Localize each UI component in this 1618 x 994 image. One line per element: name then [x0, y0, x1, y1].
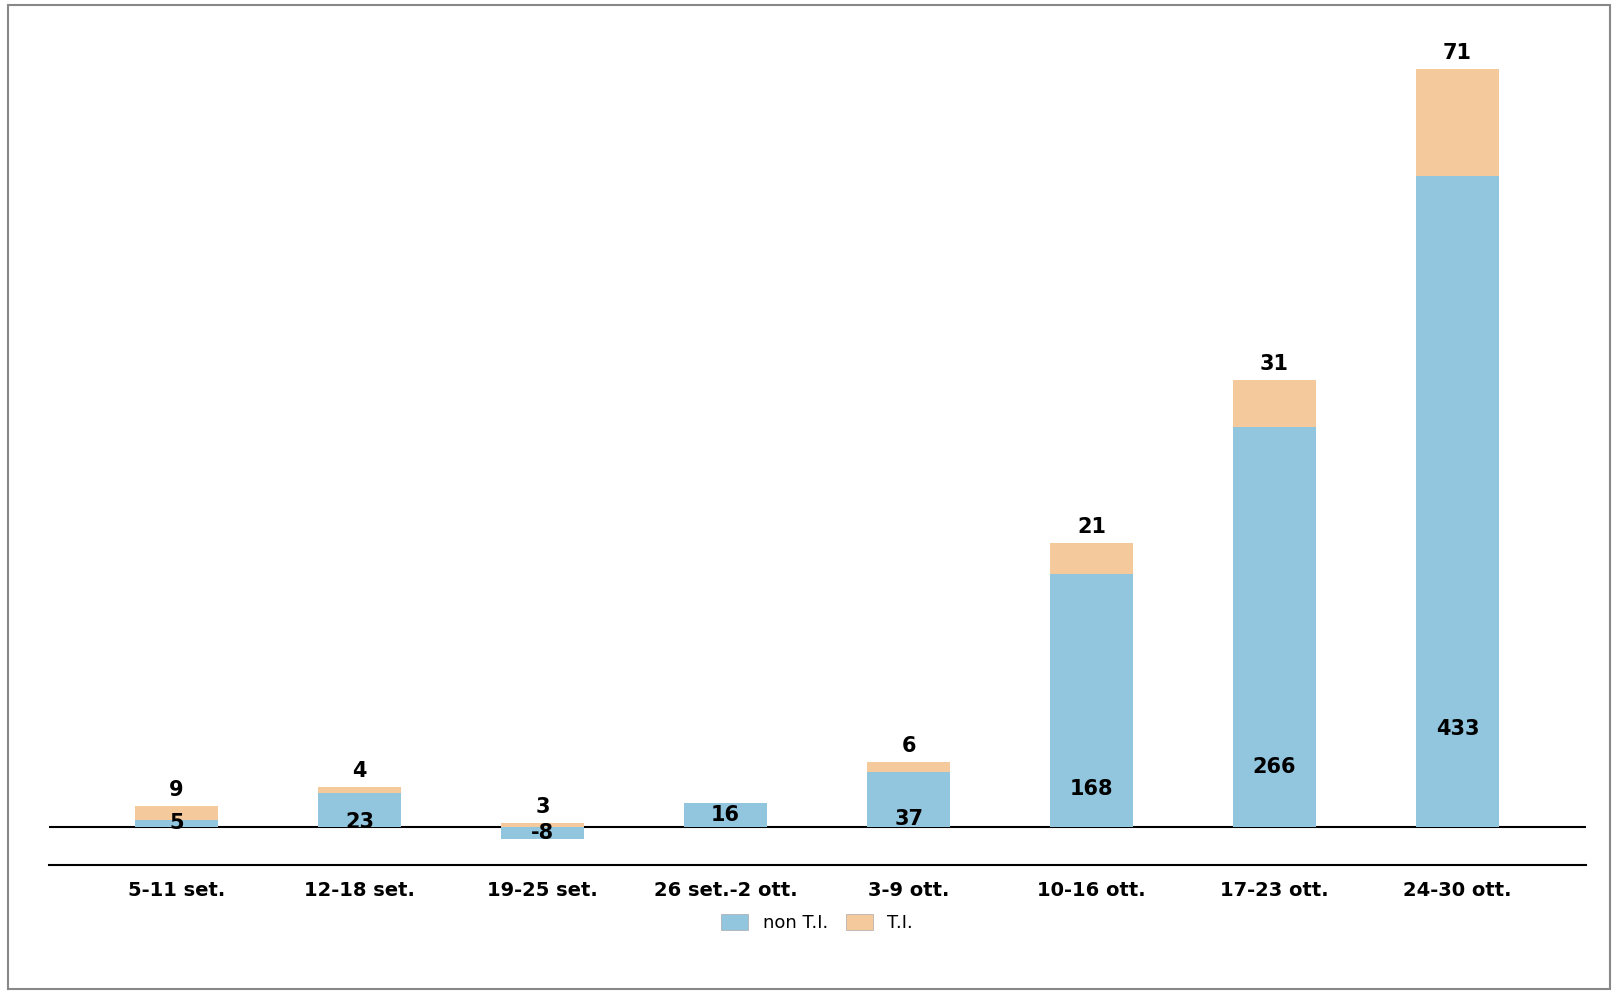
- Text: 168: 168: [1069, 779, 1113, 799]
- Legend: non T.I., T.I.: non T.I., T.I.: [714, 907, 921, 939]
- Text: 266: 266: [1252, 757, 1296, 777]
- Text: 9: 9: [170, 780, 184, 800]
- Text: -8: -8: [531, 823, 555, 843]
- Bar: [867, 762, 950, 771]
- Bar: [502, 823, 584, 827]
- Text: 6: 6: [901, 737, 916, 756]
- Bar: [319, 786, 401, 792]
- Text: 37: 37: [895, 809, 924, 829]
- Text: 5: 5: [170, 813, 184, 833]
- Text: 23: 23: [345, 812, 374, 832]
- Bar: [1233, 427, 1315, 827]
- Bar: [867, 771, 950, 827]
- Text: 433: 433: [1435, 720, 1479, 740]
- Bar: [684, 803, 767, 827]
- Bar: [136, 806, 218, 820]
- Bar: [1233, 381, 1315, 427]
- Text: 31: 31: [1260, 354, 1290, 375]
- Bar: [1416, 176, 1498, 827]
- Bar: [319, 792, 401, 827]
- Bar: [502, 827, 584, 839]
- Bar: [136, 820, 218, 827]
- Bar: [1416, 69, 1498, 176]
- Bar: [1050, 575, 1133, 827]
- Text: 3: 3: [536, 796, 550, 817]
- Text: 71: 71: [1443, 43, 1472, 63]
- Text: 21: 21: [1078, 517, 1107, 537]
- Bar: [1050, 543, 1133, 575]
- Text: 4: 4: [353, 760, 367, 780]
- Text: 16: 16: [710, 805, 739, 825]
